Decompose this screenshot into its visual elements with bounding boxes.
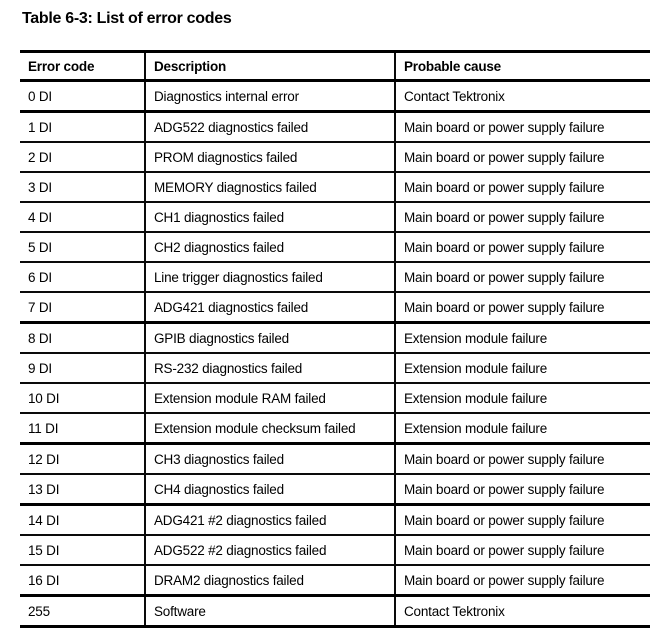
description-cell: ADG522 diagnostics failed [144,110,395,142]
error-code-cell: 8 DI [20,321,145,353]
header-probable-cause: Probable cause [394,51,650,82]
table-row: 13 DI CH4 diagnostics failed Main board … [20,473,650,505]
error-code-cell: 5 DI [20,231,145,262]
table-row: 15 DI ADG522 #2 diagnostics failed Main … [20,534,650,565]
error-code-cell: 4 DI [20,201,145,232]
table-header: Error code Description Probable cause [20,51,650,82]
cause-cell: Main board or power supply failure [394,231,650,262]
error-code-cell: 0 DI [20,79,145,112]
description-cell: MEMORY diagnostics failed [144,171,395,202]
description-cell: ADG421 #2 diagnostics failed [144,503,395,535]
table-row: 12 DI CH3 diagnostics failed Main board … [20,442,650,474]
cause-cell: Main board or power supply failure [394,201,650,232]
error-code-cell: 9 DI [20,352,145,383]
error-codes-table: Error code Description Probable cause 0 … [20,50,650,628]
error-code-cell: 3 DI [20,171,145,202]
cause-cell: Main board or power supply failure [394,110,650,142]
table-row: 255 Software Contact Tektronix [20,594,650,627]
table-row: 14 DI ADG421 #2 diagnostics failed Main … [20,503,650,535]
table-row: 1 DI ADG522 diagnostics failed Main boar… [20,110,650,142]
table-row: 4 DI CH1 diagnostics failed Main board o… [20,201,650,232]
table-row: 0 DI Diagnostics internal error Contact … [20,79,650,112]
table-row: 6 DI Line trigger diagnostics failed Mai… [20,261,650,292]
header-error-code: Error code [20,51,145,82]
cause-cell: Extension module failure [394,382,650,413]
table-row: 9 DI RS-232 diagnostics failed Extension… [20,352,650,383]
table-row: 11 DI Extension module checksum failed E… [20,412,650,444]
cause-cell: Contact Tektronix [394,79,650,112]
error-code-cell: 10 DI [20,382,145,413]
cause-cell: Extension module failure [394,321,650,353]
description-cell: Diagnostics internal error [144,79,395,112]
cause-cell: Main board or power supply failure [394,534,650,565]
error-code-cell: 255 [20,594,145,627]
cause-cell: Main board or power supply failure [394,442,650,474]
description-cell: Software [144,594,395,627]
error-code-cell: 11 DI [20,412,145,444]
table-title: Table 6-3: List of error codes [22,10,232,27]
description-cell: Line trigger diagnostics failed [144,261,395,292]
error-code-cell: 16 DI [20,564,145,596]
table-row: 3 DI MEMORY diagnostics failed Main boar… [20,171,650,202]
cause-cell: Main board or power supply failure [394,291,650,323]
error-code-cell: 13 DI [20,473,145,505]
header-description: Description [144,51,395,82]
error-code-cell: 6 DI [20,261,145,292]
description-cell: RS-232 diagnostics failed [144,352,395,383]
description-cell: GPIB diagnostics failed [144,321,395,353]
cause-cell: Extension module failure [394,412,650,444]
cause-cell: Main board or power supply failure [394,473,650,505]
error-code-cell: 1 DI [20,110,145,142]
header-row: Error code Description Probable cause [20,51,650,82]
error-code-cell: 14 DI [20,503,145,535]
table-row: 16 DI DRAM2 diagnostics failed Main boar… [20,564,650,596]
description-cell: DRAM2 diagnostics failed [144,564,395,596]
error-code-cell: 15 DI [20,534,145,565]
error-code-cell: 7 DI [20,291,145,323]
cause-cell: Main board or power supply failure [394,261,650,292]
description-cell: ADG522 #2 diagnostics failed [144,534,395,565]
description-cell: CH2 diagnostics failed [144,231,395,262]
table-row: 10 DI Extension module RAM failed Extens… [20,382,650,413]
description-cell: PROM diagnostics failed [144,141,395,172]
table-row: 2 DI PROM diagnostics failed Main board … [20,141,650,172]
cause-cell: Main board or power supply failure [394,503,650,535]
table-row: 8 DI GPIB diagnostics failed Extension m… [20,321,650,353]
description-cell: ADG421 diagnostics failed [144,291,395,323]
description-cell: CH4 diagnostics failed [144,473,395,505]
table-row: 7 DI ADG421 diagnostics failed Main boar… [20,291,650,323]
cause-cell: Contact Tektronix [394,594,650,627]
cause-cell: Main board or power supply failure [394,564,650,596]
error-code-cell: 12 DI [20,442,145,474]
table-row: 5 DI CH2 diagnostics failed Main board o… [20,231,650,262]
description-cell: CH1 diagnostics failed [144,201,395,232]
description-cell: Extension module RAM failed [144,382,395,413]
cause-cell: Main board or power supply failure [394,171,650,202]
cause-cell: Extension module failure [394,352,650,383]
error-table-body: 0 DI Diagnostics internal error Contact … [20,79,650,627]
error-code-cell: 2 DI [20,141,145,172]
description-cell: Extension module checksum failed [144,412,395,444]
cause-cell: Main board or power supply failure [394,141,650,172]
description-cell: CH3 diagnostics failed [144,442,395,474]
